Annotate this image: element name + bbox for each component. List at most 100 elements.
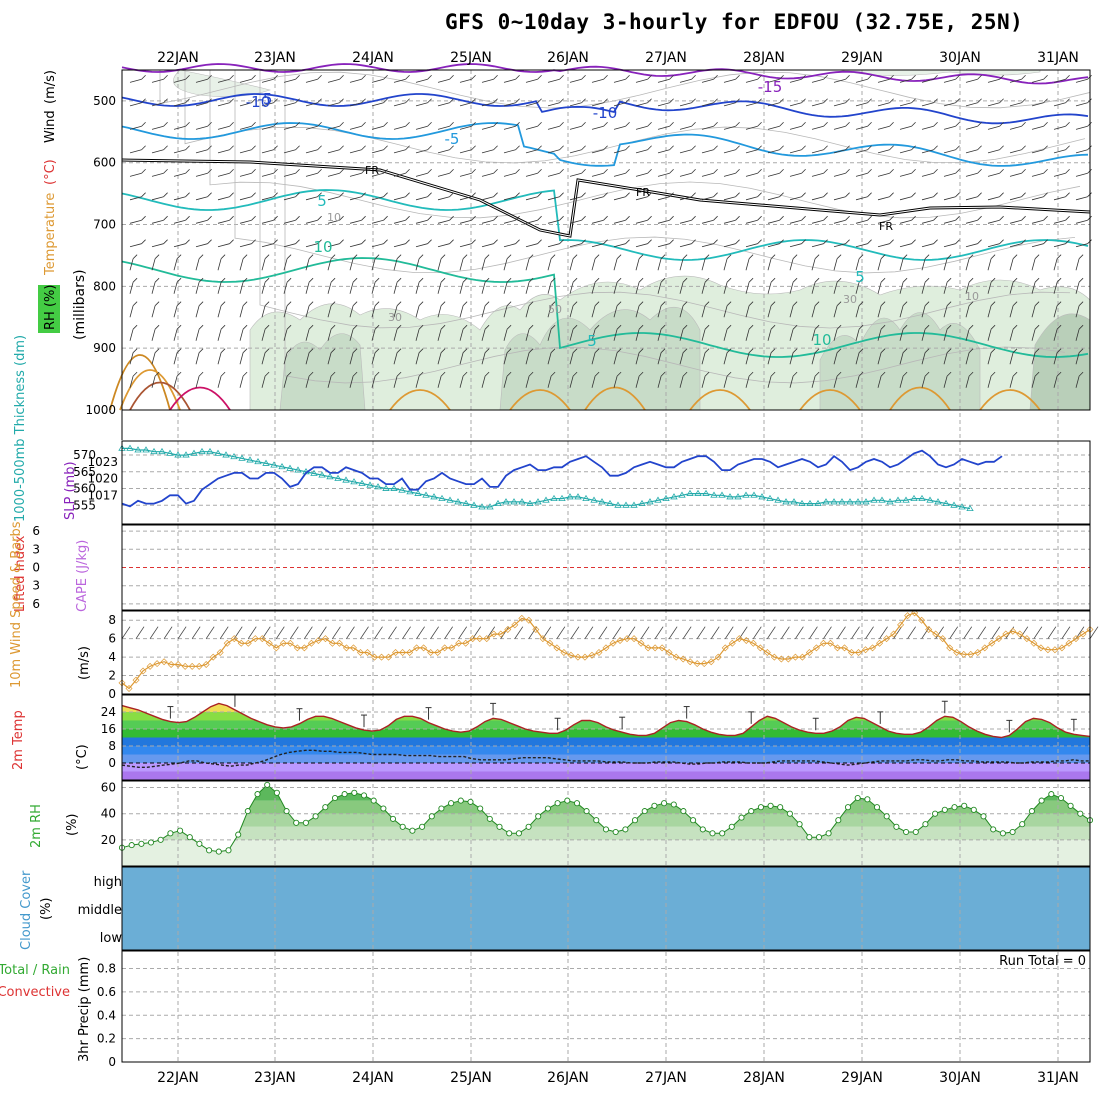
wind-barb <box>877 376 882 388</box>
wind-barb-flag <box>176 301 182 306</box>
thickness-point <box>534 498 542 505</box>
wind-barb-flag <box>286 254 292 259</box>
wind-barb-flag <box>594 324 600 330</box>
wind-barb-flag <box>1043 168 1048 174</box>
wind-speed-point <box>146 662 154 670</box>
wind-barb-flag <box>427 121 432 127</box>
wind-speed-point <box>300 644 308 652</box>
wind-barb-flag <box>880 371 886 377</box>
wind-barb-flag <box>286 371 292 377</box>
wind-barb <box>899 172 912 177</box>
thickness-tick: 565 <box>73 465 96 479</box>
wind-barb <box>151 219 164 224</box>
wind-barb <box>415 329 420 341</box>
wind-tick: 6 <box>108 632 116 646</box>
wind-barb <box>833 102 846 107</box>
wind-barb-flag <box>682 371 688 377</box>
wind-barb-flag <box>1021 215 1026 221</box>
wind-speed-point <box>167 660 175 668</box>
panel-frame <box>121 780 1091 867</box>
wind-barb <box>217 329 222 341</box>
wind-barb <box>305 376 310 388</box>
wind-barb <box>173 172 186 177</box>
wind-barb-10m <box>991 626 1001 639</box>
wind-barb <box>481 102 494 107</box>
wind-barb <box>261 196 274 201</box>
wind-barb <box>855 149 868 154</box>
thickness-point <box>502 498 510 505</box>
wind-barb <box>437 305 442 318</box>
thickness-point <box>950 501 958 508</box>
wind-speed-point <box>483 635 491 643</box>
wind-barb <box>503 282 508 294</box>
wind-speed-point <box>546 639 554 647</box>
wind-barb <box>591 125 604 130</box>
wind-barb-flag <box>691 215 696 221</box>
precip-tick: 0 <box>108 1055 116 1069</box>
wind-barb-flag <box>207 145 212 151</box>
wind-barb <box>261 219 274 224</box>
wind-barb <box>239 258 244 271</box>
wind-barb-flag <box>418 254 424 259</box>
wind-barb-flag <box>625 192 630 197</box>
wind-barb-10m <box>304 626 313 639</box>
contour-label: -10 <box>593 104 618 122</box>
wind-speed-point <box>855 649 863 656</box>
wind-barb-flag <box>339 74 344 80</box>
contour-label: -15 <box>758 78 783 96</box>
wind-barb <box>921 305 926 318</box>
wind-barb-flag <box>207 98 212 104</box>
wind-barb <box>1053 376 1058 388</box>
wind-barb-flag <box>660 371 666 377</box>
wind-barb <box>459 243 472 248</box>
wind-barb <box>371 125 384 130</box>
contour-label: 30 <box>388 311 402 324</box>
wind-barb <box>547 102 560 107</box>
wind-barb-flag <box>295 145 300 151</box>
wind-barb-flag <box>132 301 138 306</box>
thickness-point <box>438 494 446 501</box>
rh-point <box>235 831 242 838</box>
wind-barb-flag <box>1078 348 1084 353</box>
wind-barb-flag <box>647 168 652 174</box>
rh-point <box>612 828 619 836</box>
wind-barb <box>877 305 882 318</box>
thickness-point <box>494 499 502 507</box>
rh-point <box>631 817 639 824</box>
wind-barb-flag <box>295 74 300 80</box>
wind-barb-flag <box>440 277 446 283</box>
wind-barb <box>151 172 164 177</box>
wind-barb-flag <box>295 192 300 197</box>
wind-barb-flag <box>1065 239 1070 244</box>
thickness-point <box>942 499 950 507</box>
rh-point <box>767 802 774 809</box>
wind-barb-10m <box>963 626 973 639</box>
wind-barb-flag <box>462 254 468 259</box>
wind-barb-flag <box>792 371 798 377</box>
wind-barb <box>327 329 332 341</box>
wind-speed-point <box>293 644 301 652</box>
wind-barb-flag <box>361 168 366 174</box>
thickness-point <box>694 489 702 496</box>
wind-barb <box>481 172 494 177</box>
rh-point <box>380 805 387 812</box>
panel-frame <box>121 610 1091 695</box>
wind-barb <box>899 78 912 83</box>
thickness-point <box>670 493 678 500</box>
wind-barb <box>987 258 992 271</box>
wind-barb-flag <box>1034 348 1040 353</box>
rh-point <box>167 830 174 837</box>
wind-barb-flag <box>141 192 146 197</box>
panel-frame <box>121 524 1091 611</box>
wind-barb-flag <box>374 301 380 306</box>
rh-point <box>980 813 987 820</box>
wind-barb-flag <box>251 74 256 80</box>
wind-barb-flag <box>990 301 996 306</box>
wind-speed-point <box>251 635 259 643</box>
wind-barb <box>415 305 420 318</box>
thickness-point <box>662 494 670 501</box>
wind-speed-point <box>132 676 140 684</box>
wind-speed-point <box>749 639 757 647</box>
lifted-index-tick: 6 <box>32 597 40 611</box>
wind-barb <box>129 219 142 224</box>
